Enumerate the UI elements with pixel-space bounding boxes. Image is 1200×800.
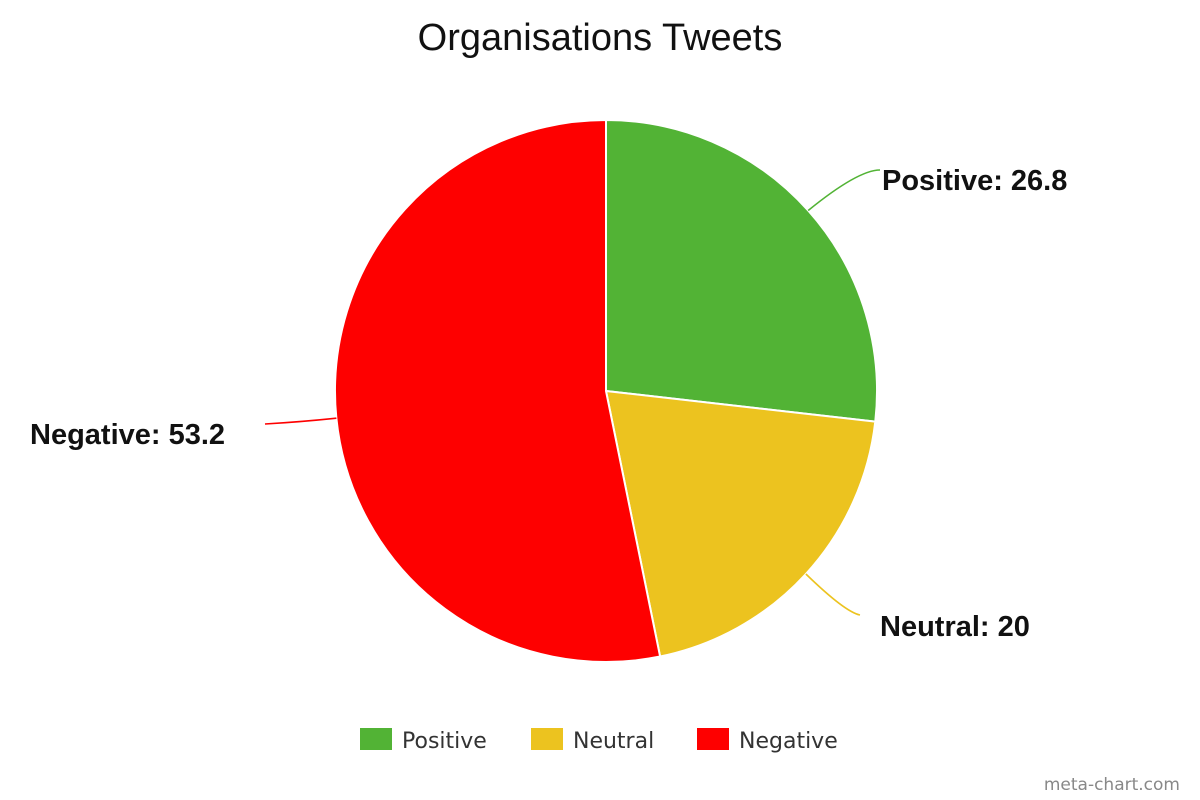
connector-negative [264, 417, 337, 425]
connector-neutral [805, 573, 861, 616]
pie-slices [334, 118, 878, 663]
legend-label-positive: Positive [402, 729, 487, 754]
slice-label-neutral: Neutral: 20 [880, 611, 1030, 643]
slice-label-positive: Positive: 26.8 [882, 165, 1067, 197]
slice-label-negative: Negative: 53.2 [30, 419, 225, 451]
legend-label-neutral: Neutral [573, 729, 654, 754]
legend-item-positive[interactable]: Positive [360, 728, 487, 754]
legend-label-negative: Negative [739, 729, 838, 754]
legend-swatch-negative [697, 728, 729, 750]
legend-swatch-positive [360, 728, 392, 750]
pie-slice-positive [605, 118, 878, 423]
legend: Positive Neutral Negative [360, 728, 838, 754]
legend-item-negative[interactable]: Negative [697, 728, 838, 754]
pie-slice-negative [334, 118, 662, 663]
chart-title: Organisations Tweets [418, 17, 783, 59]
legend-item-neutral[interactable]: Neutral [531, 728, 654, 754]
connector-positive [807, 169, 881, 212]
credit-text: meta-chart.com [1044, 775, 1180, 795]
slice-labels: Positive: 26.8 Neutral: 20 Negative: 53.2 [30, 165, 1067, 643]
pie-slice-neutral [604, 389, 877, 658]
legend-swatch-neutral [531, 728, 563, 750]
label-connectors [264, 169, 881, 616]
